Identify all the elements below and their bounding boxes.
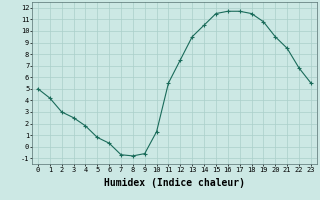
X-axis label: Humidex (Indice chaleur): Humidex (Indice chaleur) bbox=[104, 178, 245, 188]
